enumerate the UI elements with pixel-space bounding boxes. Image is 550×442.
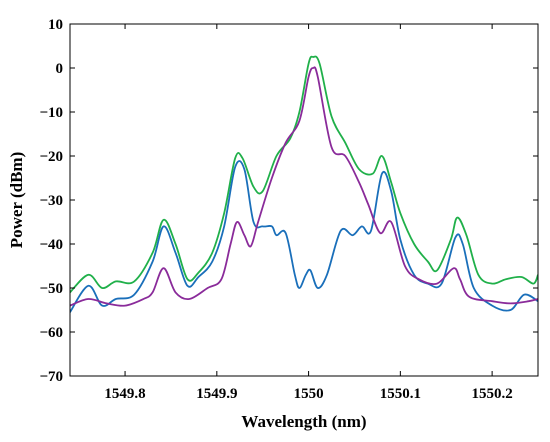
series-line-2 [70, 160, 538, 313]
y-tick-label: −50 [39, 281, 63, 297]
y-axis-title: Power (dBm) [7, 152, 26, 248]
series-layer [70, 55, 538, 313]
x-tick-label: 1550.1 [380, 386, 421, 402]
y-tick-label: −40 [39, 237, 63, 253]
x-tick-label: 1550 [294, 386, 324, 402]
x-axis-title: Wavelength (nm) [241, 412, 366, 431]
y-tick-label: −20 [39, 149, 63, 165]
y-tick-label: 10 [48, 17, 63, 33]
y-tick-label: −10 [39, 105, 63, 121]
x-tick-label: 1549.8 [104, 386, 145, 402]
series-line-3 [70, 66, 538, 307]
x-tick-label: 1550.2 [471, 386, 512, 402]
y-tick-label: −30 [39, 193, 63, 209]
series-line-1 [70, 55, 538, 294]
plot-frame [69, 23, 539, 377]
tick-layer: 1549.8 1549.9 1550 1550.1 1550.2 10 0 −10 −20 −30… [39, 17, 538, 402]
y-tick-label: −70 [39, 369, 63, 385]
y-tick-label: 0 [56, 61, 64, 77]
x-tick-label: 1549.9 [196, 386, 237, 402]
y-tick-label: −60 [39, 325, 63, 341]
